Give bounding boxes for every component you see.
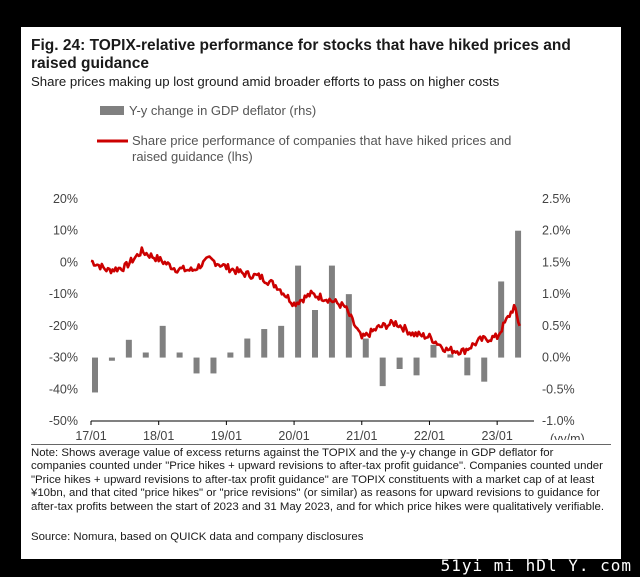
x-tick-label: 22/01 [414, 429, 445, 440]
right-tick-label: 1.0% [542, 287, 571, 301]
right-tick-label: -0.5% [542, 382, 575, 396]
left-tick-label: -20% [49, 319, 78, 333]
left-tick-label: 10% [53, 224, 78, 238]
gdp-deflator-bar [312, 310, 318, 358]
figure-note: Note: Shows average value of excess retu… [31, 447, 605, 513]
right-tick-label: 1.5% [542, 255, 571, 269]
gdp-deflator-bar [261, 329, 268, 358]
x-tick-label: 18/01 [143, 429, 174, 440]
x-tick-label: 19/01 [211, 429, 242, 440]
gdp-deflator-bar [413, 357, 420, 376]
gdp-deflator-bar [278, 325, 285, 358]
gdp-deflator-bar [244, 338, 251, 358]
gdp-deflator-bar [108, 357, 115, 361]
figure-source: Source: Nomura, based on QUICK data and … [31, 531, 364, 543]
left-tick-label: -40% [49, 382, 78, 396]
legend-bar-swatch [100, 106, 124, 115]
x-axis-unit: (yy/m) [550, 432, 585, 440]
gdp-deflator-bar [396, 357, 403, 369]
left-tick-label: 0% [60, 255, 78, 269]
left-tick-label: 20% [53, 192, 78, 206]
left-tick-label: -10% [49, 287, 78, 301]
legend-bar-label: Y-y change in GDP deflator (rhs) [129, 103, 316, 118]
figure-panel: Fig. 24: TOPIX-relative performance for … [21, 27, 621, 559]
bar-series [92, 230, 522, 393]
legend-line-label: Share price performance of companies tha… [132, 133, 515, 164]
chart-area: Y-y change in GDP deflator (rhs) Share p… [49, 103, 585, 440]
gdp-deflator-bar [142, 352, 149, 358]
x-tick-label: 23/01 [482, 429, 513, 440]
gdp-deflator-bar [295, 265, 302, 358]
gdp-deflator-bar [176, 352, 183, 358]
left-tick-label: -50% [49, 414, 78, 428]
left-tick-label: -30% [49, 351, 78, 365]
gdp-deflator-bar [345, 294, 352, 358]
gdp-deflator-bar [498, 281, 505, 358]
right-tick-label: 0.0% [542, 351, 571, 365]
right-tick-label: 0.5% [542, 319, 571, 333]
gdp-deflator-bar [193, 357, 200, 374]
gdp-deflator-bar [430, 344, 437, 358]
x-tick-label: 20/01 [278, 429, 309, 440]
gdp-deflator-bar [328, 265, 335, 358]
gdp-deflator-bar [481, 357, 488, 382]
note-divider [31, 444, 611, 445]
gdp-deflator-bar [379, 357, 386, 387]
figure-subtitle: Share prices making up lost ground amid … [31, 74, 500, 89]
x-tick-label: 17/01 [75, 429, 106, 440]
gdp-deflator-bar [210, 357, 217, 374]
x-tick-label: 21/01 [346, 429, 377, 440]
right-axis-ticks: 2.5% 2.0% 1.5% 1.0% 0.5% 0.0% -0.5% -1.0% [542, 192, 575, 428]
gdp-deflator-bar [92, 357, 98, 393]
legend-line-label-1: Share price performance of companies tha… [132, 133, 511, 148]
right-tick-label: 2.0% [542, 224, 571, 238]
gdp-deflator-bar [159, 325, 166, 358]
gdp-deflator-bar [447, 354, 454, 358]
figure-title: Fig. 24: TOPIX-relative performance for … [31, 37, 571, 72]
left-axis-ticks: 20% 10% 0% -10% -20% -30% -40% -50% [49, 192, 78, 428]
gdp-deflator-bar [464, 357, 471, 376]
right-tick-label: 2.5% [542, 192, 571, 206]
gdp-deflator-bar [362, 338, 369, 358]
watermark-text: 51yi mi hDl Y. com [440, 556, 632, 575]
gdp-deflator-bar [125, 339, 132, 358]
x-axis-ticks: 17/01 18/01 19/01 20/01 21/01 22/01 23/01 [75, 421, 513, 440]
right-tick-label: -1.0% [542, 414, 575, 428]
line-series [90, 246, 521, 356]
legend-line-label-2: raised guidance (lhs) [132, 149, 253, 164]
gdp-deflator-bar [227, 352, 234, 358]
gdp-deflator-bar [515, 230, 522, 358]
